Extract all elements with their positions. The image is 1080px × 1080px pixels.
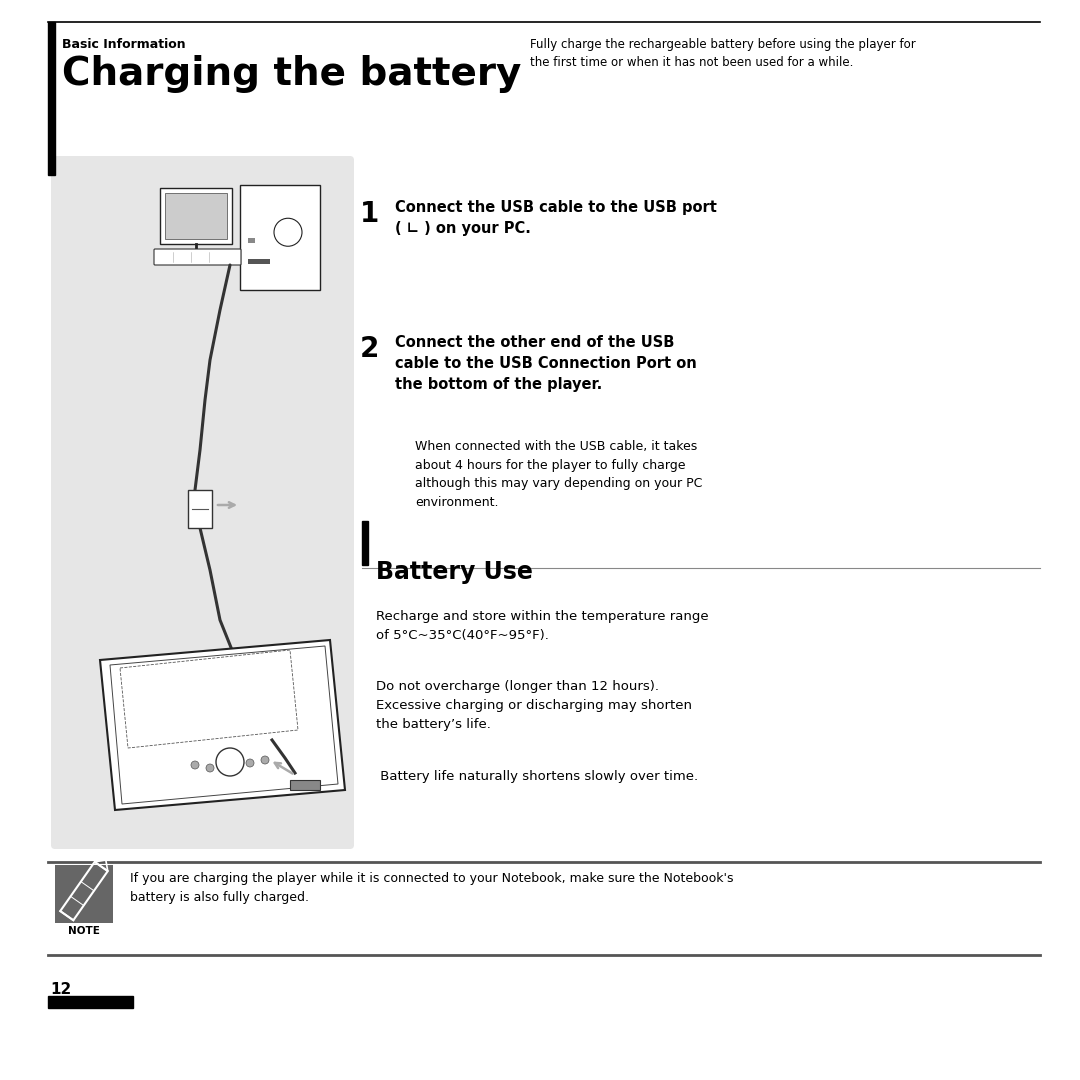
Bar <box>291 780 320 789</box>
Bar <box>248 238 255 243</box>
Bar <box>160 188 232 244</box>
Text: If you are charging the player while it is connected to your Notebook, make sure: If you are charging the player while it … <box>130 872 733 904</box>
Text: Charging the battery: Charging the battery <box>62 55 522 93</box>
Text: Connect the USB cable to the USB port
( ∟ ) on your PC.: Connect the USB cable to the USB port ( … <box>395 200 717 237</box>
Bar <box>48 996 133 1008</box>
Circle shape <box>206 764 214 772</box>
Circle shape <box>261 756 269 764</box>
Bar <box>55 865 113 923</box>
Bar <box>248 259 270 264</box>
Text: 1: 1 <box>360 200 379 228</box>
Polygon shape <box>100 640 345 810</box>
Text: Fully charge the rechargeable battery before using the player for
the first time: Fully charge the rechargeable battery be… <box>530 38 916 69</box>
Bar <box>165 193 227 239</box>
Text: Recharge and store within the temperature range
of 5°C~35°C(40°F~95°F).: Recharge and store within the temperatur… <box>376 610 708 642</box>
Text: Basic Information: Basic Information <box>62 38 186 51</box>
Text: Battery life naturally shortens slowly over time.: Battery life naturally shortens slowly o… <box>376 770 698 783</box>
Bar <box>240 185 320 291</box>
FancyBboxPatch shape <box>51 156 354 849</box>
Bar <box>48 22 55 175</box>
Text: 2: 2 <box>360 335 379 363</box>
Text: Connect the other end of the USB
cable to the USB Connection Port on
the bottom : Connect the other end of the USB cable t… <box>395 335 697 392</box>
Circle shape <box>191 761 199 769</box>
Text: 12: 12 <box>50 982 71 997</box>
FancyBboxPatch shape <box>154 249 241 265</box>
Text: When connected with the USB cable, it takes
about 4 hours for the player to full: When connected with the USB cable, it ta… <box>415 440 702 509</box>
Text: Battery Use: Battery Use <box>376 561 532 584</box>
Circle shape <box>246 759 254 767</box>
Text: Do not overcharge (longer than 12 hours).
Excessive charging or discharging may : Do not overcharge (longer than 12 hours)… <box>376 680 692 731</box>
Bar <box>362 521 368 565</box>
Bar <box>188 490 212 528</box>
Text: NOTE: NOTE <box>68 926 100 936</box>
